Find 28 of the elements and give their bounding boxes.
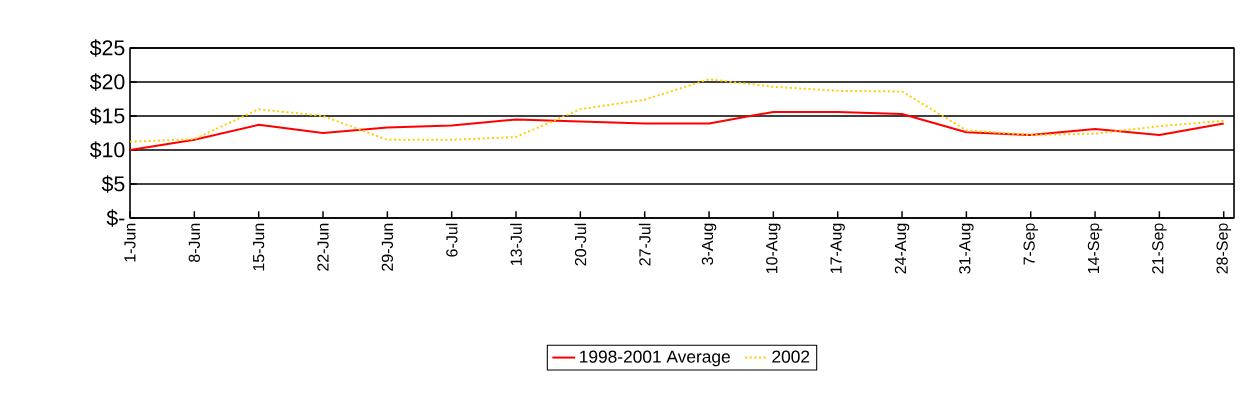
y-tick-label: $5	[101, 175, 125, 193]
x-tick-label: 22-Jun	[317, 223, 329, 271]
legend-label: 2002	[772, 350, 810, 363]
x-tick-label: 10-Aug	[766, 223, 781, 274]
legend-label: 1998-2001 Average	[580, 350, 730, 367]
y-tick-label: $-	[106, 209, 125, 227]
x-tick-label: 27-Jul	[638, 223, 651, 266]
x-tick-label: 13-Jul	[510, 223, 522, 266]
x-tick-label: 28-Sep	[1216, 223, 1231, 274]
line-series	[130, 78, 1225, 143]
y-tick-label: $15	[89, 107, 125, 125]
x-tick-label: 20-Jul	[574, 223, 587, 266]
x-tick-label: 21-Sep	[1152, 223, 1167, 274]
line-series	[130, 110, 1225, 151]
x-tick-label: 31-Aug	[959, 223, 974, 274]
y-tick-label: $25	[89, 39, 125, 57]
x-tick-label: 3-Aug	[701, 223, 717, 265]
x-tick-label: 7-Sep	[1023, 223, 1038, 265]
y-tick-label: $10	[89, 141, 125, 159]
x-tick-label: 24-Aug	[894, 223, 910, 274]
x-tick-label: 15-Jun	[253, 223, 265, 271]
x-tick-label: 29-Jun	[381, 223, 394, 271]
x-tick-label: 1-Jun	[124, 223, 136, 262]
x-tick-label: 6-Jul	[445, 223, 458, 257]
y-tick-label: $20	[89, 73, 125, 91]
x-tick-label: 8-Jun	[188, 223, 200, 263]
x-tick-label: 14-Sep	[1087, 223, 1103, 274]
x-tick-label: 17-Aug	[830, 223, 845, 274]
